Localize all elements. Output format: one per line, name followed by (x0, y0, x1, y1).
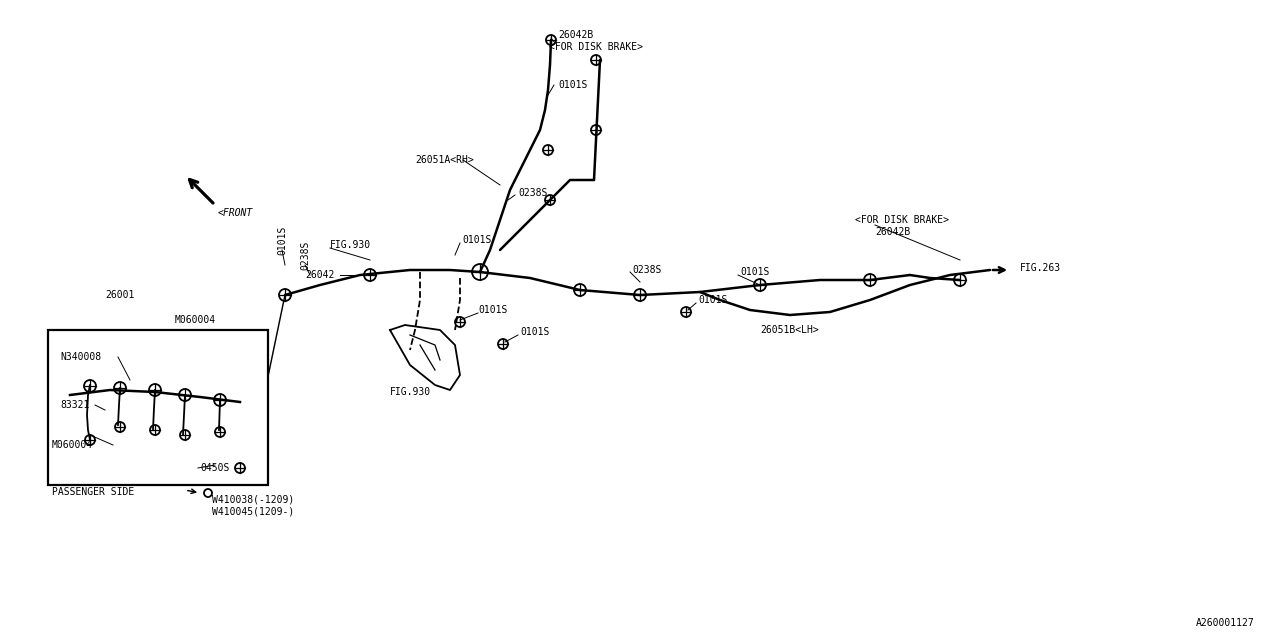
Text: 0238S: 0238S (632, 265, 662, 275)
Text: <FRONT: <FRONT (218, 208, 253, 218)
Text: 0101S: 0101S (520, 327, 549, 337)
Text: 0101S: 0101S (477, 305, 507, 315)
Text: A260001127: A260001127 (1197, 618, 1254, 628)
Text: 26042B: 26042B (558, 30, 593, 40)
Text: 0101S: 0101S (698, 295, 727, 305)
Text: <FOR DISK BRAKE>: <FOR DISK BRAKE> (549, 42, 643, 52)
Text: 26051B<LH>: 26051B<LH> (760, 325, 819, 335)
Text: 0450S: 0450S (200, 463, 229, 473)
Text: 0101S: 0101S (276, 225, 287, 255)
Text: M060004: M060004 (52, 440, 93, 450)
Text: 0238S: 0238S (518, 188, 548, 198)
Text: 83321: 83321 (60, 400, 90, 410)
Text: PASSENGER SIDE: PASSENGER SIDE (52, 487, 134, 497)
Text: M060004: M060004 (175, 315, 216, 325)
Text: FIG.263: FIG.263 (1020, 263, 1061, 273)
Text: 0101S: 0101S (462, 235, 492, 245)
Text: 0238S: 0238S (300, 240, 310, 269)
Text: 26001: 26001 (105, 290, 134, 300)
Text: 26042B: 26042B (876, 227, 910, 237)
Text: W410045(1209-): W410045(1209-) (212, 507, 294, 517)
Bar (49, 330, 268, 485)
Text: 0101S: 0101S (558, 80, 588, 90)
Text: W410038(-1209): W410038(-1209) (212, 495, 294, 505)
Text: N340008: N340008 (60, 352, 101, 362)
Text: 26042: 26042 (305, 270, 334, 280)
Text: FIG.930: FIG.930 (330, 240, 371, 250)
Text: 0101S: 0101S (740, 267, 769, 277)
Text: 26051A<RH>: 26051A<RH> (415, 155, 474, 165)
Text: <FOR DISK BRAKE>: <FOR DISK BRAKE> (855, 215, 948, 225)
Text: FIG.930: FIG.930 (390, 387, 431, 397)
